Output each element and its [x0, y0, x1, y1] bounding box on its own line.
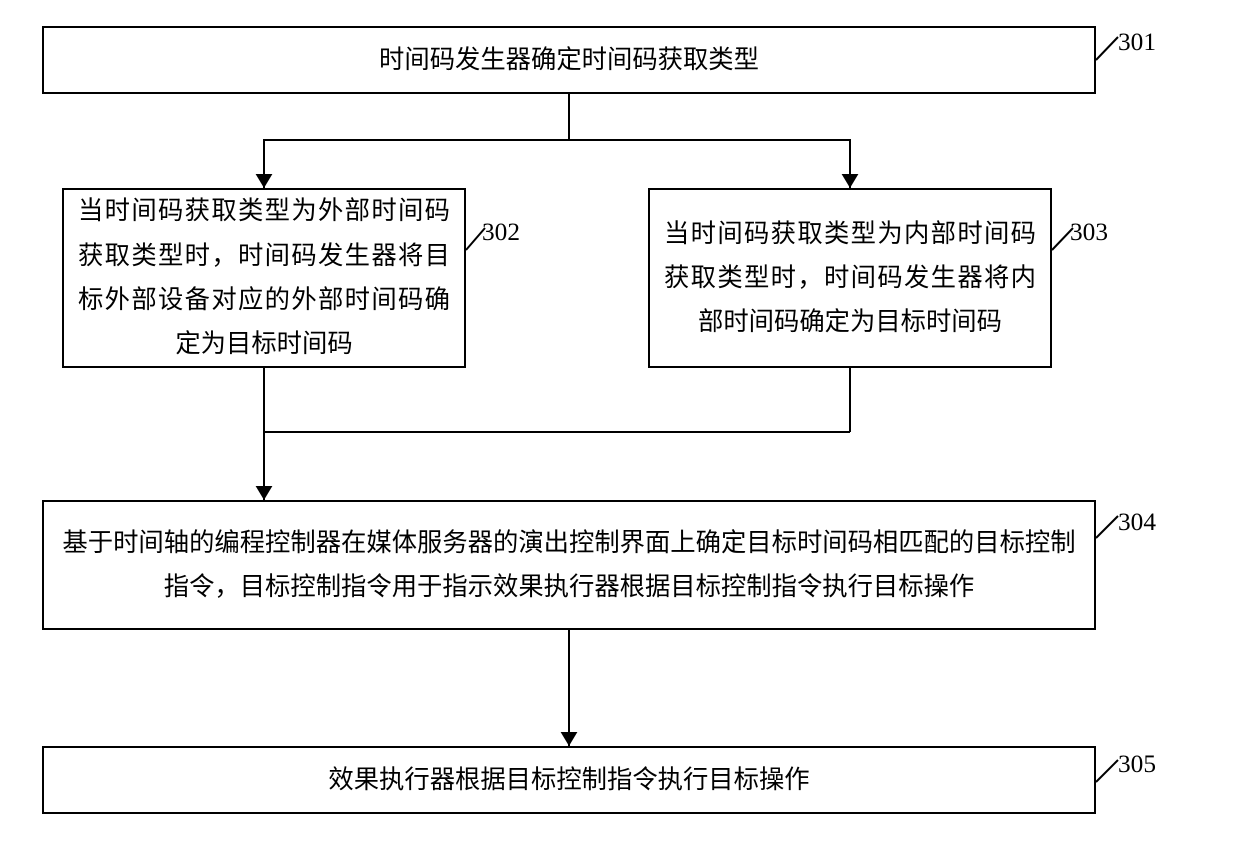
flowchart-label-302: 302 — [482, 218, 520, 247]
flowchart-node-301-text: 时间码发生器确定时间码获取类型 — [379, 38, 759, 82]
flowchart-label-301: 301 — [1118, 28, 1156, 57]
flowchart-node-302: 当时间码获取类型为外部时间码获取类型时，时间码发生器将目标外部设备对应的外部时间… — [62, 188, 466, 368]
flowchart-connectors — [0, 0, 1239, 853]
flowchart-node-305-text: 效果执行器根据目标控制指令执行目标操作 — [328, 758, 809, 802]
flowchart-canvas: 时间码发生器确定时间码获取类型 当时间码获取类型为外部时间码获取类型时，时间码发… — [0, 0, 1239, 853]
flowchart-node-303-text: 当时间码获取类型为内部时间码获取类型时，时间码发生器将内部时间码确定为目标时间码 — [664, 212, 1036, 345]
flowchart-node-303: 当时间码获取类型为内部时间码获取类型时，时间码发生器将内部时间码确定为目标时间码 — [648, 188, 1052, 368]
flowchart-label-304: 304 — [1118, 508, 1156, 537]
flowchart-node-304: 基于时间轴的编程控制器在媒体服务器的演出控制界面上确定目标时间码相匹配的目标控制… — [42, 500, 1096, 630]
flowchart-node-305: 效果执行器根据目标控制指令执行目标操作 — [42, 746, 1096, 814]
flowchart-node-304-text: 基于时间轴的编程控制器在媒体服务器的演出控制界面上确定目标时间码相匹配的目标控制… — [58, 521, 1080, 610]
flowchart-node-302-text: 当时间码获取类型为外部时间码获取类型时，时间码发生器将目标外部设备对应的外部时间… — [78, 189, 450, 366]
flowchart-label-305: 305 — [1118, 750, 1156, 779]
flowchart-label-303: 303 — [1070, 218, 1108, 247]
flowchart-node-301: 时间码发生器确定时间码获取类型 — [42, 26, 1096, 94]
